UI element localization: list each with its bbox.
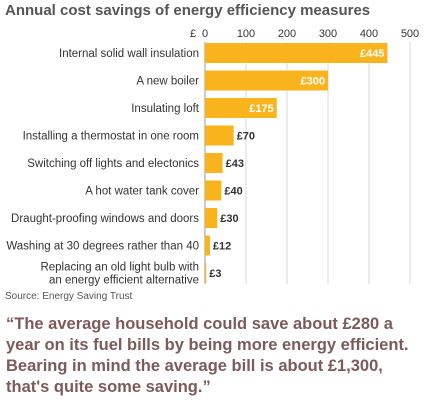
bar [205,153,223,173]
data-label: £70 [237,131,255,143]
data-label: £30 [220,213,238,225]
tick-label: 500 [401,28,419,40]
category-label: A hot water tank cover [85,186,199,198]
data-label: £12 [213,241,231,253]
category-label: an energy efficient alternative [49,275,199,287]
category-label: Installing a thermostat in one room [23,131,199,143]
tick-label: 300 [319,28,337,40]
ticks-layer: £0 100 200 300 400 500 [190,28,419,40]
bar [205,43,388,63]
chart-title: Annual cost savings of energy efficiency… [5,2,371,19]
axis-unit: £ [190,28,196,40]
tick-label: 400 [360,28,378,40]
bar [205,208,218,228]
data-label: £175 [249,103,273,115]
category-label: Internal solid wall insulation [59,48,199,60]
category-label: Washing at 30 degrees rather than 40 [6,241,199,253]
category-label: Replacing an old light bulb with [40,262,199,274]
source-note: Source: Energy Saving Trust [5,291,133,302]
data-label: £300 [301,76,325,88]
data-label: £445 [360,48,384,60]
category-label: Draught-proofing windows and doors [11,213,199,225]
tick-label: 0 [202,28,208,40]
tick-label: 200 [278,28,296,40]
bar [205,125,234,146]
bar [205,180,222,201]
labels-layer: £445 Internal solid wall insulation £300 A … [6,48,384,287]
bar [205,98,277,118]
bars-layer [205,43,388,283]
quote-text: “The average household could save about … [6,315,409,396]
tick-label: 100 [237,28,255,40]
bar [205,235,210,256]
data-label: £3 [209,268,221,280]
grid-layer [204,42,411,284]
category-label: Switching off lights and electonics [27,158,199,170]
bar [205,70,328,91]
bar [205,263,207,283]
data-label: £43 [226,158,244,170]
category-label: A new boiler [136,76,199,88]
category-label: Insulating loft [131,103,200,115]
data-label: £40 [224,186,242,198]
